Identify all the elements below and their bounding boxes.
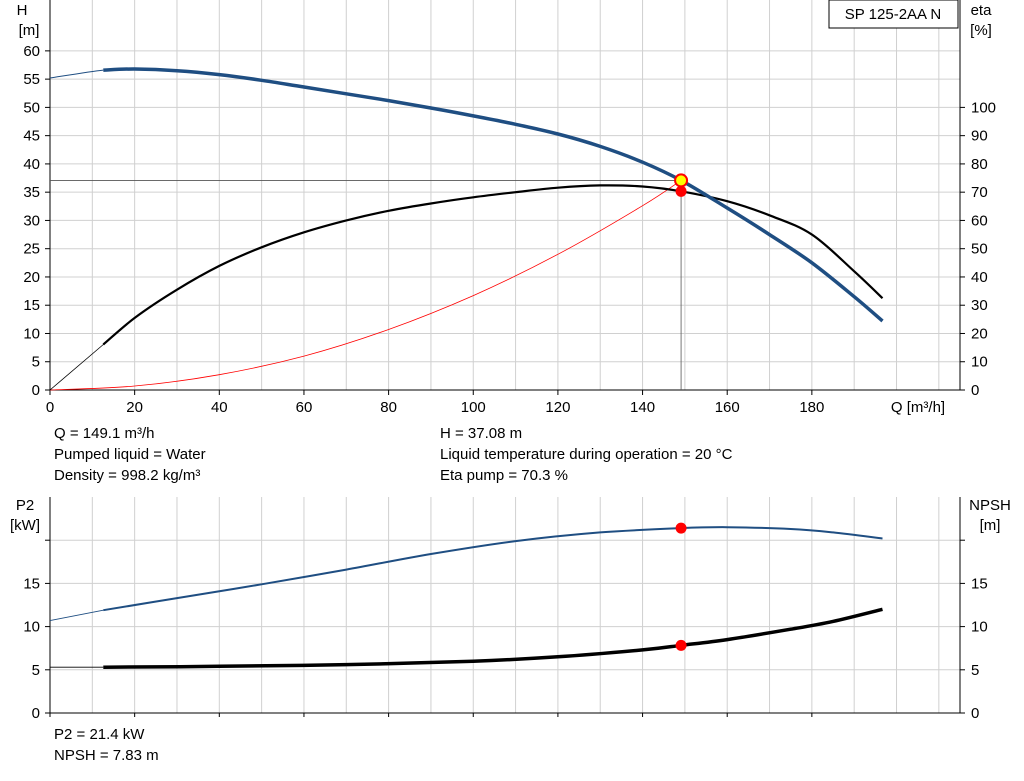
npsh-curve bbox=[103, 607, 883, 669]
x-tick-label: 160 bbox=[715, 399, 740, 416]
y-left-tick-label: 0 bbox=[32, 705, 40, 722]
head-chart-series bbox=[49, 67, 884, 391]
y-left-tick-label: 50 bbox=[23, 99, 40, 116]
eta-axis-unit: [%] bbox=[970, 22, 992, 39]
npsh-readout: NPSH = 7.83 m bbox=[54, 747, 159, 764]
y-left-tick-label: 55 bbox=[23, 71, 40, 88]
eta-duty-point bbox=[675, 185, 687, 197]
y-left-tick-label: 40 bbox=[23, 156, 40, 173]
model-box bbox=[828, 0, 959, 29]
y-right-tick-label: 100 bbox=[971, 99, 996, 116]
y-left-tick-label: 25 bbox=[23, 241, 40, 258]
y-left-tick-label: 0 bbox=[32, 382, 40, 399]
x-tick-label: 0 bbox=[46, 399, 54, 416]
model-label: SP 125-2AA N bbox=[845, 6, 941, 23]
x-tick-label: 100 bbox=[461, 399, 486, 416]
y-left-tick-label: 10 bbox=[23, 325, 40, 342]
y-right-tick-label: 60 bbox=[971, 212, 988, 229]
flow-readout: Q = 149.1 m³/h bbox=[54, 425, 155, 442]
y-left-tick-label: 35 bbox=[23, 184, 40, 201]
y-right-tick-label: 80 bbox=[971, 156, 988, 173]
head-curve bbox=[103, 67, 884, 323]
h-axis-label: H bbox=[17, 2, 28, 19]
density-readout: Density = 998.2 kg/m³ bbox=[54, 467, 201, 484]
x-tick-label: 80 bbox=[380, 399, 397, 416]
liquid-readout: Pumped liquid = Water bbox=[54, 446, 206, 463]
y-right-tick-label: 10 bbox=[971, 354, 988, 371]
y-right-tick-label: 40 bbox=[971, 269, 988, 286]
x-tick-label: 20 bbox=[126, 399, 143, 416]
y-right-tick-label: 20 bbox=[971, 325, 988, 342]
npsh-axis-label: NPSH bbox=[969, 497, 1011, 514]
y-left-tick-label: 15 bbox=[23, 575, 40, 592]
p2-curve-extension bbox=[49, 609, 104, 621]
power-chart-grid bbox=[50, 497, 960, 713]
y-left-tick-label: 5 bbox=[32, 662, 40, 679]
head-readout: H = 37.08 m bbox=[440, 425, 523, 442]
temperature-readout: Liquid temperature during operation = 20… bbox=[440, 446, 733, 463]
q-axis-label: Q [m³/h] bbox=[891, 399, 945, 416]
y-right-tick-label: 0 bbox=[971, 382, 979, 399]
eta-axis-label: eta bbox=[971, 2, 993, 19]
y-right-tick-label: 50 bbox=[971, 241, 988, 258]
x-tick-label: 140 bbox=[630, 399, 655, 416]
y-right-tick-label: 70 bbox=[971, 184, 988, 201]
p2-duty-point bbox=[675, 522, 687, 534]
head-chart-axis-labels: H [m] eta [%] Q [m³/h] SP 125-2AA N bbox=[17, 0, 993, 416]
y-right-tick-label: 15 bbox=[971, 575, 988, 592]
y-left-tick-label: 10 bbox=[23, 619, 40, 636]
y-left-tick-label: 45 bbox=[23, 128, 40, 145]
y-left-tick-label: 30 bbox=[23, 212, 40, 229]
head-curve-extension bbox=[49, 69, 104, 79]
x-tick-label: 60 bbox=[296, 399, 313, 416]
x-tick-label: 40 bbox=[211, 399, 228, 416]
y-left-tick-label: 5 bbox=[32, 354, 40, 371]
p2-curve bbox=[103, 526, 883, 612]
y-left-tick-label: 20 bbox=[23, 269, 40, 286]
eta-readout: Eta pump = 70.3 % bbox=[440, 467, 568, 484]
y-right-tick-label: 5 bbox=[971, 662, 979, 679]
y-right-tick-label: 0 bbox=[971, 705, 979, 722]
y-right-tick-label: 10 bbox=[971, 619, 988, 636]
y-left-tick-label: 15 bbox=[23, 297, 40, 314]
p2-axis-label: P2 bbox=[16, 497, 34, 514]
power-chart-axes bbox=[49, 497, 961, 714]
head-chart-axes bbox=[49, 0, 961, 391]
x-tick-label: 180 bbox=[799, 399, 824, 416]
npsh-duty-point bbox=[675, 639, 687, 651]
npsh-axis-unit: [m] bbox=[980, 517, 1001, 534]
h-axis-unit: [m] bbox=[19, 22, 40, 39]
power-chart-series bbox=[49, 522, 883, 669]
power-chart-tick-labels: 0 5 10 15 0 5 10 15 bbox=[23, 539, 988, 722]
x-tick-label: 120 bbox=[545, 399, 570, 416]
head-chart-grid bbox=[50, 0, 960, 390]
power-chart-axis-labels: P2 [kW] NPSH [m] bbox=[10, 497, 1011, 534]
head-chart-tick-labels: 0 20 40 60 80 100 120 140 160 1800510152025303540… bbox=[23, 43, 996, 416]
y-right-tick-label: 90 bbox=[971, 128, 988, 145]
p2-axis-unit: [kW] bbox=[10, 517, 40, 534]
y-right-tick-label: 30 bbox=[971, 297, 988, 314]
head-duty-point bbox=[674, 173, 689, 188]
eta-curve-extension bbox=[49, 344, 104, 391]
p2-readout: P2 = 21.4 kW bbox=[54, 726, 145, 743]
eta-curve bbox=[102, 184, 884, 346]
system-curve bbox=[49, 180, 682, 391]
y-left-tick-label: 60 bbox=[23, 43, 40, 60]
